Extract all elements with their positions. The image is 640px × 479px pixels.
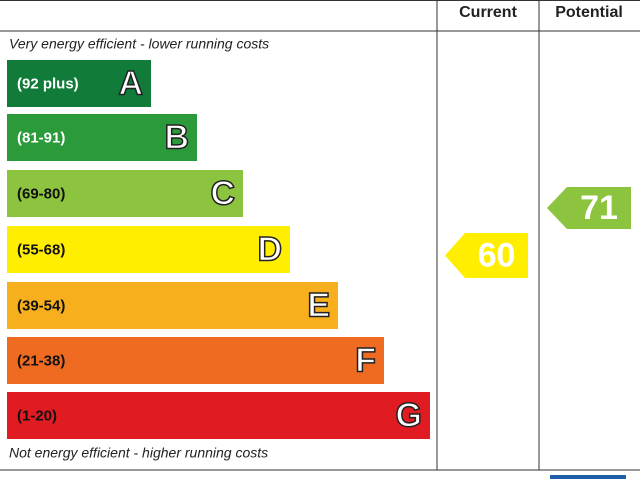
bottom-note: Not energy efficient - higher running co… xyxy=(9,445,268,461)
band-range: (39-54) xyxy=(17,297,65,314)
potential-value: 71 xyxy=(580,189,618,227)
band-range: (21-38) xyxy=(17,352,65,369)
band-range: (81-91) xyxy=(17,129,65,146)
band-letter: A xyxy=(118,64,143,102)
top-note: Very energy efficient - lower running co… xyxy=(9,36,269,52)
band xyxy=(7,226,290,273)
header-current: Current xyxy=(459,4,517,21)
band xyxy=(7,282,338,329)
band-letter: B xyxy=(164,118,189,156)
current-value: 60 xyxy=(478,236,516,274)
current-arrow xyxy=(445,233,528,278)
band-letter: E xyxy=(307,286,330,324)
band xyxy=(7,114,197,161)
potential-arrow xyxy=(547,187,631,229)
band-letter: G xyxy=(396,396,422,434)
band-letter: F xyxy=(355,341,376,379)
band-letter: D xyxy=(257,230,282,268)
band-letter: C xyxy=(210,174,235,212)
band-range: (69-80) xyxy=(17,185,65,202)
band xyxy=(7,60,151,107)
band xyxy=(7,392,430,439)
header-potential: Potential xyxy=(555,4,623,21)
band xyxy=(7,170,243,217)
decoration xyxy=(550,475,626,479)
band-range: (1-20) xyxy=(17,407,57,424)
band-range: (92 plus) xyxy=(17,75,79,92)
band-range: (55-68) xyxy=(17,241,65,258)
band xyxy=(7,337,384,384)
